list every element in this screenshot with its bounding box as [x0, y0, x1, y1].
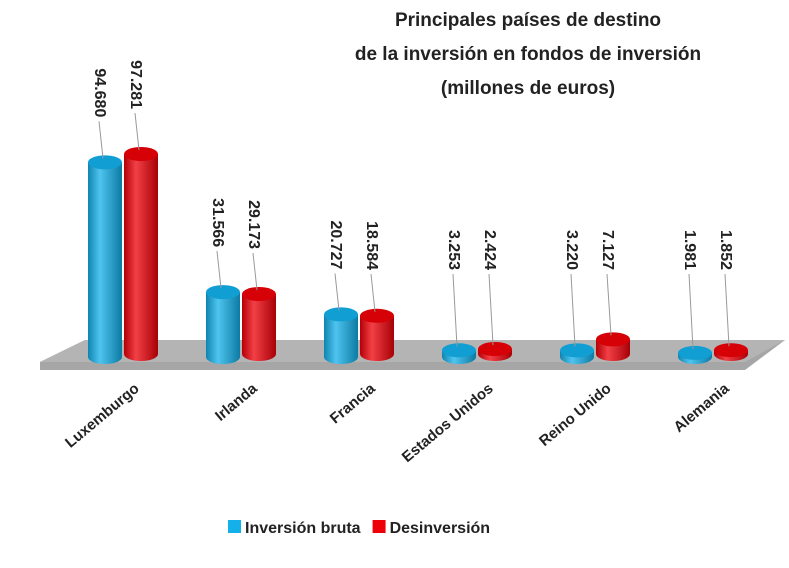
value-label: 29.173 — [245, 200, 262, 249]
value-label: 1.981 — [681, 230, 698, 270]
bar — [360, 315, 394, 361]
leader-line — [134, 112, 140, 151]
leader-line — [688, 273, 694, 349]
leader-line — [606, 273, 612, 336]
leader-line — [252, 252, 258, 291]
leader-line — [216, 251, 222, 289]
value-label: 94.680 — [91, 68, 108, 117]
leader-line — [570, 273, 576, 347]
bar-top — [678, 345, 712, 360]
value-label: 2.424 — [481, 230, 498, 270]
bar-top — [560, 343, 594, 358]
bar-top — [88, 155, 122, 170]
value-label: 3.253 — [445, 230, 462, 270]
bar-top — [596, 332, 630, 347]
bar — [124, 154, 158, 361]
leader-line — [488, 273, 494, 346]
bar-top — [360, 308, 394, 323]
chart-title: de la inversión en fondos de inversión — [355, 44, 701, 65]
x-tick-label: Irlanda — [212, 380, 261, 425]
leader-line — [334, 273, 340, 311]
leader-line — [452, 273, 458, 347]
bar-top — [442, 343, 476, 358]
chart-title: (millones de euros) — [441, 78, 615, 99]
legend-label: Desinversión — [390, 520, 490, 537]
bar — [242, 294, 276, 361]
value-label: 3.220 — [563, 230, 580, 270]
leader-line — [724, 273, 730, 347]
x-tick-label: Reino Unido — [536, 380, 615, 450]
bar-top — [714, 343, 748, 358]
chart-title: Principales países de destino — [395, 10, 661, 31]
bar — [324, 314, 358, 364]
leader-line — [98, 121, 104, 159]
value-label: 31.566 — [209, 198, 226, 247]
x-tick-label: Luxemburgo — [62, 380, 143, 451]
bar-top — [206, 285, 240, 300]
legend-label: Inversión bruta — [245, 520, 361, 537]
legend-swatch — [372, 520, 386, 533]
value-label: 1.852 — [717, 230, 734, 270]
value-label: 18.584 — [363, 221, 380, 270]
x-tick-label: Francia — [327, 380, 379, 428]
bar-top — [124, 147, 158, 161]
x-tick-label: Alemania — [671, 380, 734, 436]
bar-top — [324, 307, 358, 322]
value-label: 7.127 — [599, 230, 616, 270]
leader-line — [370, 273, 376, 312]
bar-top — [478, 342, 512, 357]
bar-top — [242, 287, 276, 302]
value-label: 20.727 — [327, 220, 344, 269]
legend-swatch — [228, 520, 241, 533]
bar — [88, 162, 122, 364]
x-tick-label: Estados Unidos — [399, 380, 497, 466]
value-label: 97.281 — [127, 60, 144, 109]
bar — [206, 292, 240, 364]
